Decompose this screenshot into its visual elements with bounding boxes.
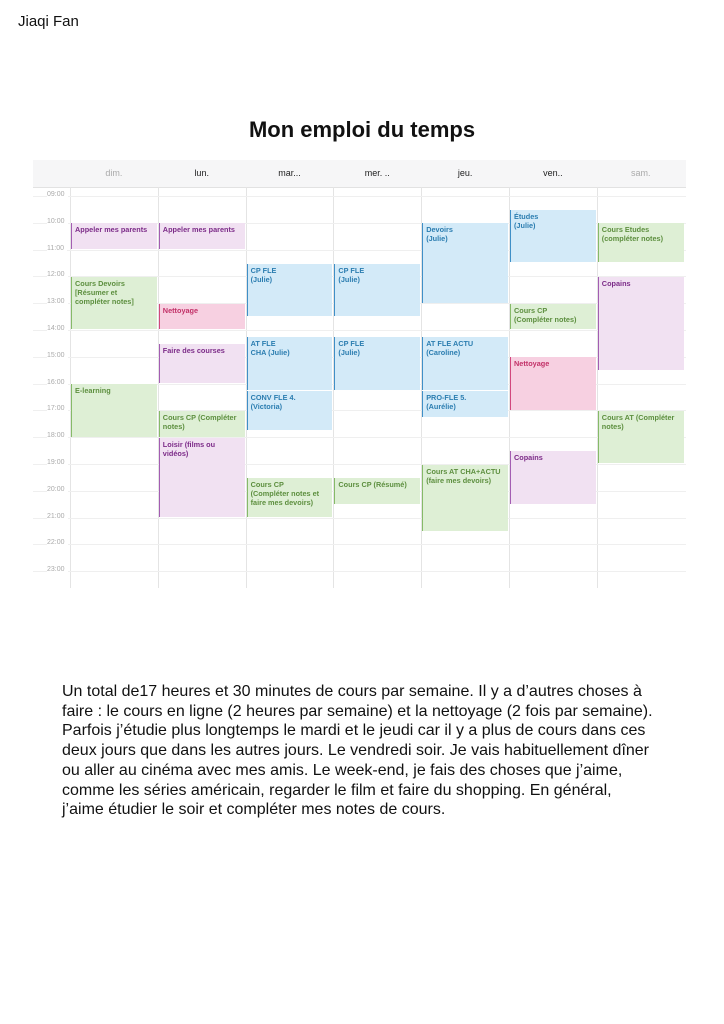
hour-gridline <box>33 410 686 412</box>
hour-label: 10:00 <box>47 217 68 225</box>
calendar-event[interactable]: E-learning <box>71 384 157 437</box>
calendar-event[interactable]: Cours CP (Résumé) <box>334 477 421 504</box>
hour-label: 12:00 <box>47 271 68 279</box>
hour-label: 21:00 <box>47 512 68 520</box>
day-header[interactable]: mer. .. <box>364 168 390 178</box>
paragraph-line: Parfois j’étudie plus longtemps le mardi… <box>62 722 646 740</box>
day-divider <box>509 187 510 588</box>
paragraph-line: faire : le cours en ligne (2 heures par … <box>62 702 653 720</box>
hour-label: 22:00 <box>47 539 68 547</box>
calendar-event[interactable]: Appeler mes parents <box>158 223 245 250</box>
hour-label: 14:00 <box>47 325 68 332</box>
paragraph-line: j’aime étudier le soir et compléter mes … <box>62 801 446 819</box>
day-divider <box>245 187 247 588</box>
hour-label: 13:00 <box>47 298 68 306</box>
paragraph-line: ou aller au cinéma avec mes amis. Le wee… <box>62 761 623 779</box>
hour-gridline <box>33 571 686 573</box>
calendar-event[interactable]: Cours AT CHA+ACTU (faire mes devoirs) <box>422 464 508 531</box>
description-paragraph: Un total de17 heures et 30 minutes de co… <box>62 682 672 820</box>
day-header[interactable]: dim. <box>105 168 123 178</box>
hour-gridline <box>33 517 686 519</box>
calendar-event[interactable]: Cours Devoirs [Résumer et compléter note… <box>71 276 157 330</box>
calendar-event[interactable]: CP FLE (Julie) <box>334 263 421 317</box>
calendar-event[interactable]: Cours AT (Compléter notes) <box>597 410 684 464</box>
calendar-event[interactable]: Cours CP (Compléter notes et faire mes d… <box>246 477 333 518</box>
hour-label: 15:00 <box>47 351 68 359</box>
hour-label: 18:00 <box>47 432 68 440</box>
hour-label: 20:00 <box>47 485 68 493</box>
calendar-event[interactable]: AT FLE ACTU (Caroline) <box>422 337 508 390</box>
hour-label: 11:00 <box>47 244 67 252</box>
hour-gridline <box>33 249 686 251</box>
calendar-event[interactable]: Loisir (films ou vidéos) <box>158 437 245 518</box>
calendar-event[interactable]: Nettoyage <box>158 303 245 330</box>
hour-gridline <box>33 544 686 546</box>
hour-label: 16:00 <box>47 378 68 386</box>
hour-gridline <box>33 330 686 331</box>
hour-gridline <box>33 196 686 197</box>
calendar-event[interactable]: Copains <box>597 276 684 370</box>
calendar-event[interactable]: AT FLE CHA (Julie) <box>246 337 333 390</box>
hour-gridline <box>33 222 686 224</box>
day-header[interactable]: mar... <box>278 168 301 178</box>
day-header[interactable]: lun. <box>194 168 209 178</box>
calendar-header: dim. lun. mar... mer. .. jeu. ven.. sam. <box>33 160 686 188</box>
calendar-event[interactable]: Cours CP (Compléter notes) <box>158 410 245 437</box>
day-divider <box>333 187 335 588</box>
day-divider <box>157 187 159 588</box>
day-header[interactable]: sam. <box>630 168 651 178</box>
hour-label: 23:00 <box>47 566 68 574</box>
calendar-event[interactable]: PRO-FLE 5. (Aurélie) <box>422 390 508 417</box>
day-header[interactable]: ven.. <box>543 168 563 178</box>
calendar-event[interactable]: CP FLE (Julie) <box>246 263 333 317</box>
day-header[interactable]: jeu. <box>457 168 473 178</box>
hour-label: 19:00 <box>47 459 68 466</box>
page-title: Mon emploi du temps <box>248 117 476 142</box>
day-divider <box>596 187 598 588</box>
calendar-event[interactable]: Appeler mes parents <box>71 223 157 250</box>
paragraph-line: comme les séries américain, regarder le … <box>62 781 612 799</box>
calendar-event[interactable]: Copains <box>510 451 596 504</box>
hour-gridline <box>33 464 686 465</box>
hour-label: 17:00 <box>47 405 68 413</box>
calendar-event[interactable]: Devoirs (Julie) <box>422 223 508 303</box>
paragraph-line: Un total de17 heures et 30 minutes de co… <box>62 683 642 700</box>
calendar-event[interactable]: Études (Julie) <box>510 209 596 263</box>
day-divider <box>70 187 71 588</box>
calendar-event[interactable]: Faire des courses <box>158 343 245 384</box>
calendar-event[interactable]: Nettoyage <box>510 357 596 410</box>
weekly-calendar: dim. lun. mar... mer. .. jeu. ven.. sam. 09:00… <box>33 160 686 588</box>
day-divider <box>421 187 423 588</box>
paragraph-line: deux jours que dans les autres jours. Le… <box>62 742 650 760</box>
hour-label: 09:00 <box>47 191 68 198</box>
calendar-event[interactable]: CP FLE (Julie) <box>334 337 421 390</box>
author-name: Jiaqi Fan <box>18 13 79 30</box>
hour-gridline <box>33 437 686 439</box>
calendar-event[interactable]: Cours Etudes (compléter notes) <box>597 223 684 263</box>
calendar-event[interactable]: CONV FLE 4. (Victoria) <box>246 390 333 430</box>
calendar-event[interactable]: Cours CP (Compléter notes) <box>510 303 596 330</box>
